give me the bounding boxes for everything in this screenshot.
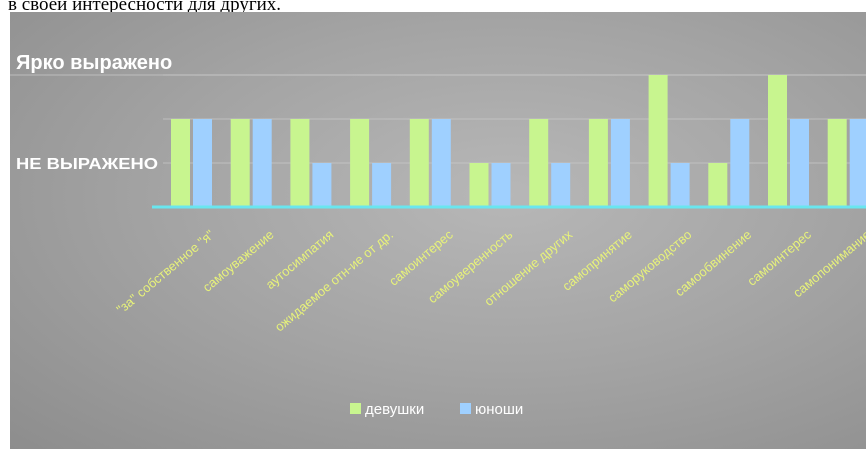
bar-girls [469,163,489,207]
bar-boys [730,119,750,207]
bar-girls [768,75,787,207]
bar-boys [790,119,809,207]
chart-panel: "за" собственное "я" самоуважение аутосимп… [10,12,866,449]
x-tick-label: "за" собственное "я" [114,227,218,317]
y-level-label-high: Ярко выражено [16,52,172,74]
bar-girls [648,75,668,207]
bar-girls [588,119,608,207]
bar-boys [670,163,690,207]
bar-boys [431,119,451,207]
bar-chart: "за" собственное "я"самоуважениеаутосимп… [10,52,866,418]
legend-swatch-boys [460,403,471,414]
bar-girls [350,119,370,207]
y-level-label-low: НЕ ВЫРАЖЕНО [16,156,158,173]
x-tick-label: ожидаемое отн-ие от др. [272,227,396,335]
bar-boys [491,163,511,207]
bar-boys [312,163,332,207]
bar-boys [193,119,212,207]
bar-boys [610,119,630,207]
bar-boys [849,119,866,207]
bar-boys [551,163,571,207]
bar-girls [708,163,728,207]
bar-girls [230,119,250,207]
bar-girls [171,119,190,207]
legend-swatch-girls [350,403,361,414]
legend-label-girls: девушки [365,401,424,418]
bar-boys [372,163,392,207]
caption-fragment: в своей интересности для других. [8,0,282,15]
bar-girls [827,119,847,207]
bar-girls [529,119,549,207]
legend-label-boys: юноши [475,401,523,418]
bar-girls [290,119,310,207]
bar-boys [252,119,272,207]
bar-girls [409,119,429,207]
